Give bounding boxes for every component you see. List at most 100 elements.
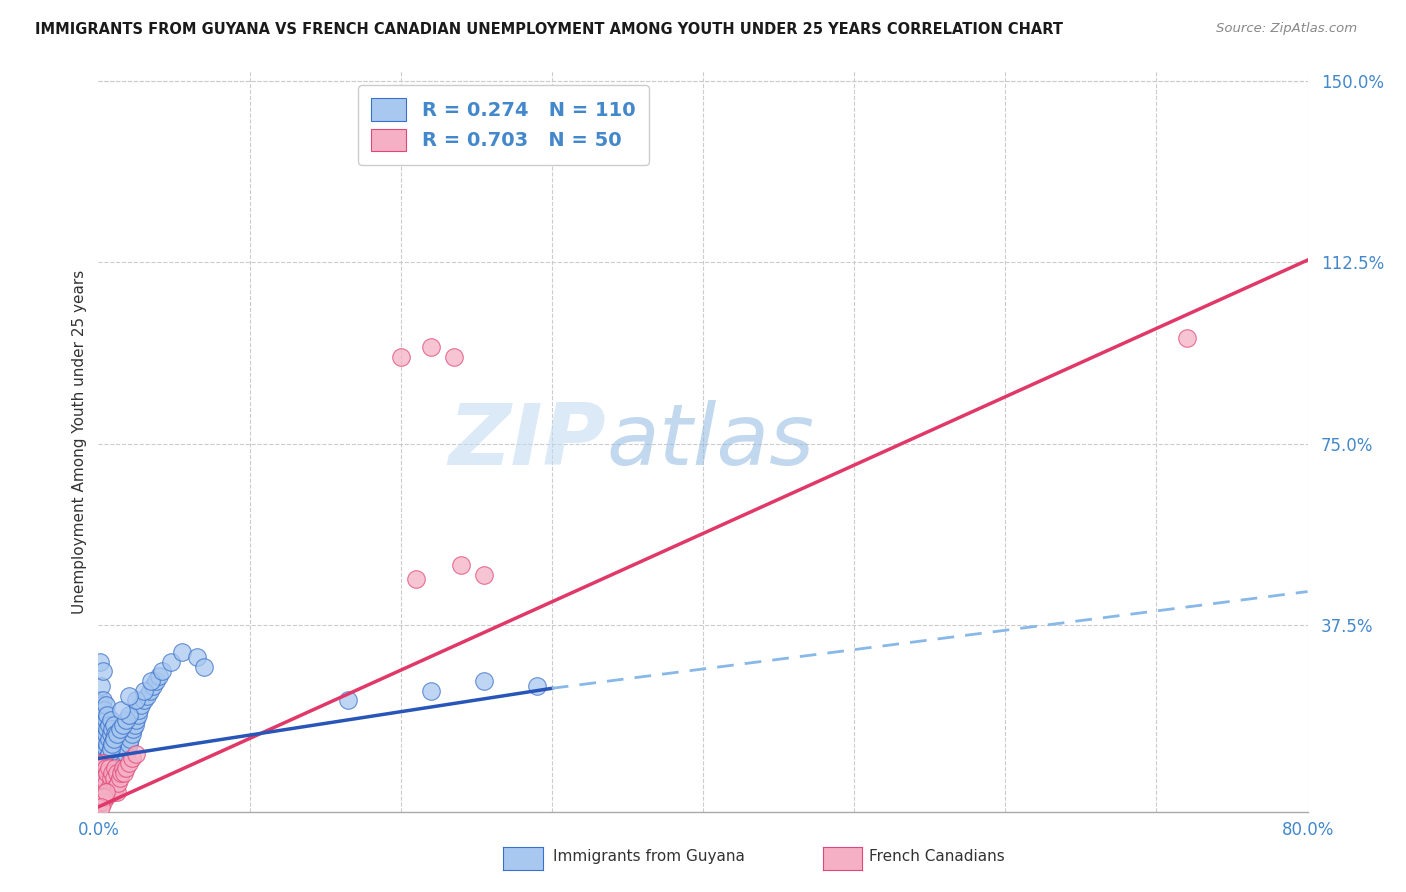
Point [98, 747, 121, 761]
Point [112, 751, 135, 765]
Point [170, 645, 193, 659]
Point [93, 780, 115, 795]
Point [472, 674, 495, 689]
Point [141, 674, 163, 689]
Point [107, 747, 129, 761]
Point [101, 723, 124, 737]
Point [110, 766, 132, 780]
Point [90, 756, 112, 771]
Point [122, 723, 145, 737]
Point [91, 766, 114, 780]
Point [103, 747, 125, 761]
Point [91, 790, 114, 805]
Point [91, 751, 114, 765]
Point [93, 761, 115, 775]
Point [93, 717, 115, 731]
Text: ZIP: ZIP [449, 400, 606, 483]
Point [93, 790, 115, 805]
Point [98, 732, 121, 747]
Point [148, 669, 170, 683]
Point [89, 766, 111, 780]
Point [91, 775, 114, 789]
Point [91, 693, 114, 707]
Point [94, 741, 117, 756]
Point [114, 732, 136, 747]
Point [111, 761, 134, 775]
Point [89, 775, 111, 789]
Point [101, 737, 124, 751]
Point [89, 785, 111, 799]
Point [98, 717, 121, 731]
Point [89, 795, 111, 809]
Point [94, 775, 117, 789]
Point [111, 732, 134, 747]
Point [108, 771, 131, 785]
Point [89, 761, 111, 775]
Point [405, 573, 427, 587]
Point [90, 780, 112, 795]
Point [110, 751, 132, 765]
Point [91, 775, 114, 789]
Point [132, 693, 155, 707]
Point [90, 785, 112, 799]
Point [90, 741, 112, 756]
Point [114, 747, 136, 761]
Point [91, 723, 114, 737]
Point [90, 790, 112, 805]
Point [104, 741, 127, 756]
Point [91, 795, 114, 809]
Point [94, 785, 117, 799]
Point [89, 655, 111, 669]
Point [89, 780, 111, 795]
Y-axis label: Unemployment Among Youth under 25 years: Unemployment Among Youth under 25 years [72, 269, 87, 614]
Point [91, 665, 114, 679]
Point [111, 747, 134, 761]
Point [112, 766, 135, 780]
Point [104, 727, 127, 741]
Point [96, 751, 118, 765]
Point [96, 771, 118, 785]
Point [105, 727, 128, 741]
Point [108, 741, 131, 756]
Point [108, 723, 131, 737]
Point [336, 693, 359, 707]
Point [139, 683, 162, 698]
Point [100, 761, 122, 775]
Point [94, 756, 117, 771]
Point [90, 727, 112, 741]
Point [96, 723, 118, 737]
Point [94, 713, 117, 727]
Point [128, 703, 150, 717]
Point [420, 340, 443, 354]
Point [100, 741, 122, 756]
Point [94, 761, 117, 775]
Point [101, 751, 124, 765]
Point [101, 737, 124, 751]
Text: atlas: atlas [606, 400, 814, 483]
Point [101, 766, 124, 780]
Point [472, 567, 495, 582]
Point [91, 761, 114, 775]
Point [103, 785, 125, 799]
Text: French Canadians: French Canadians [869, 849, 1005, 863]
Point [104, 780, 127, 795]
Point [120, 732, 142, 747]
Point [93, 756, 115, 771]
Text: Immigrants from Guyana: Immigrants from Guyana [553, 849, 744, 863]
Point [100, 771, 122, 785]
Point [105, 766, 128, 780]
Point [105, 751, 128, 765]
Point [96, 737, 118, 751]
Point [89, 693, 111, 707]
Point [127, 708, 149, 723]
Point [90, 713, 112, 727]
Point [100, 713, 122, 727]
Point [150, 665, 173, 679]
Point [94, 727, 117, 741]
Point [526, 679, 548, 693]
Point [450, 558, 472, 572]
Point [389, 350, 412, 364]
Point [90, 698, 112, 713]
Point [96, 766, 118, 780]
Point [90, 771, 112, 785]
